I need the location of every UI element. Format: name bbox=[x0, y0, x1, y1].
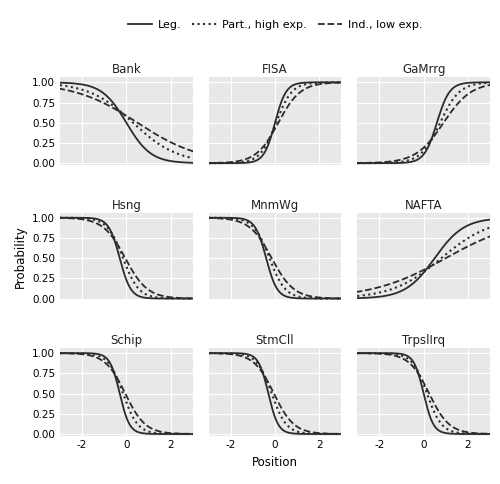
Title: TrpslIrq: TrpslIrq bbox=[402, 334, 445, 347]
Title: GaMrrg: GaMrrg bbox=[402, 63, 446, 76]
Title: MnmWg: MnmWg bbox=[251, 198, 299, 212]
Title: Bank: Bank bbox=[112, 63, 141, 76]
Y-axis label: Probability: Probability bbox=[14, 225, 26, 288]
Title: FISA: FISA bbox=[262, 63, 288, 76]
Title: StmCll: StmCll bbox=[256, 334, 294, 347]
X-axis label: Position: Position bbox=[252, 456, 298, 469]
Legend: Leg., Part., high exp., Ind., low exp.: Leg., Part., high exp., Ind., low exp. bbox=[123, 15, 427, 34]
Title: Hsng: Hsng bbox=[112, 198, 142, 212]
Title: Schip: Schip bbox=[110, 334, 142, 347]
Title: NAFTA: NAFTA bbox=[405, 198, 442, 212]
